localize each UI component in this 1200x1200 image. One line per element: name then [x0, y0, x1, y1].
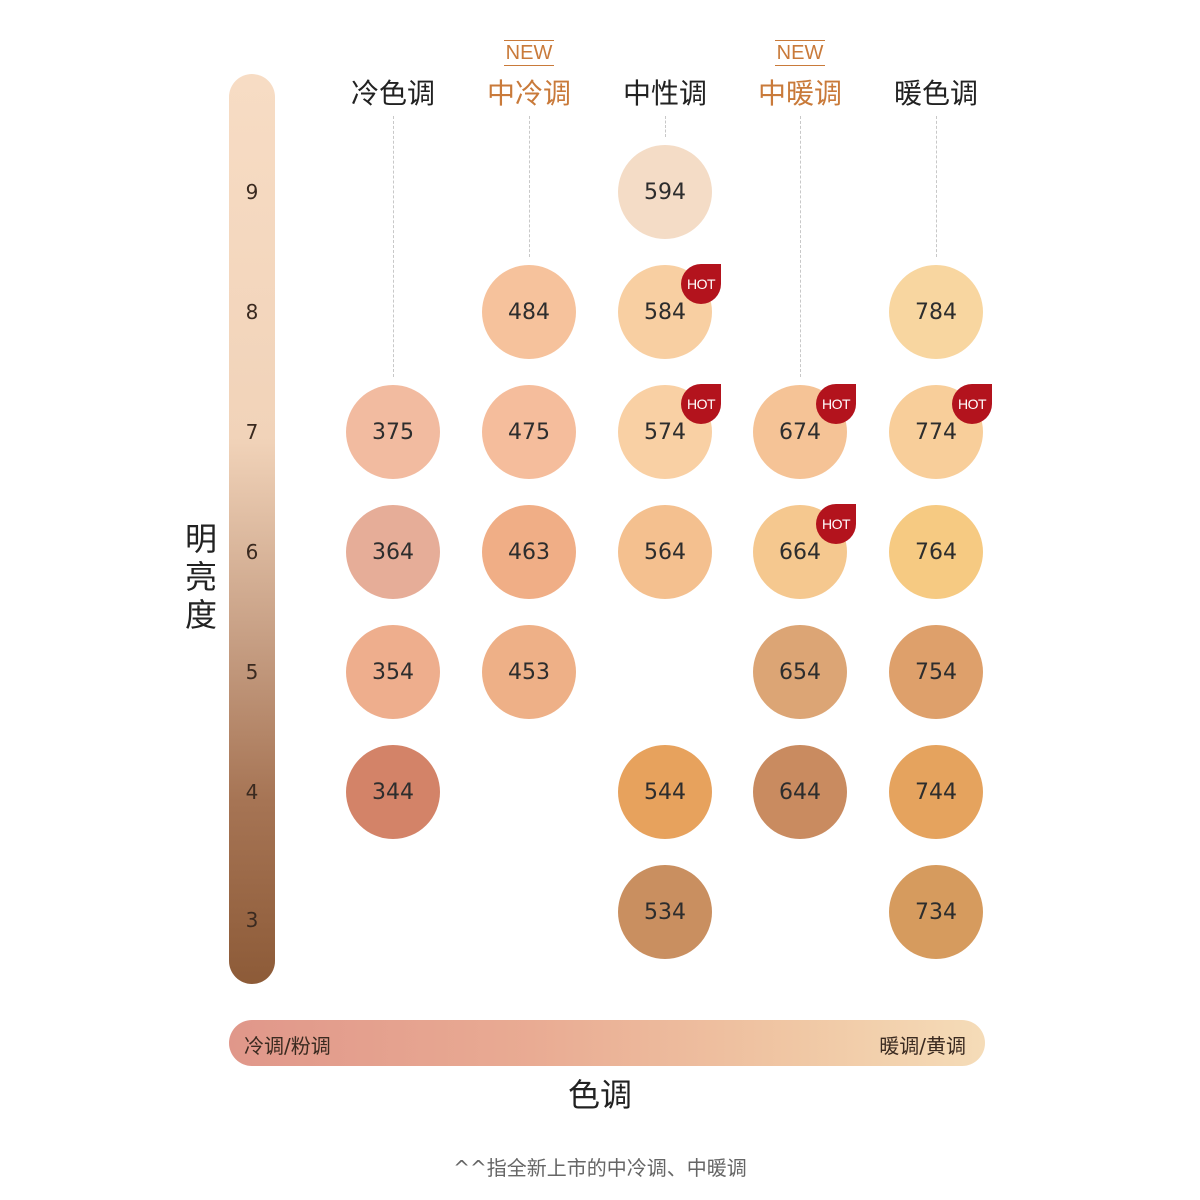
- shade-swatch: 344: [346, 745, 440, 839]
- shade-swatch: 453: [482, 625, 576, 719]
- new-tag: NEW: [774, 40, 826, 66]
- new-tag: NEW: [503, 40, 555, 66]
- shade-swatch: 754: [889, 625, 983, 719]
- shade-swatch: 544: [618, 745, 712, 839]
- column-guide-line: [936, 116, 937, 257]
- shade-swatch: 654: [753, 625, 847, 719]
- brightness-gradient-bar: [229, 74, 275, 984]
- tone-right-label: 暖调/黄调: [879, 1034, 966, 1058]
- shade-swatch: 594: [618, 145, 712, 239]
- brightness-level-label: 5: [245, 660, 259, 684]
- shade-swatch: 534: [618, 865, 712, 959]
- hot-badge: HOT: [816, 504, 856, 544]
- hot-badge: HOT: [681, 384, 721, 424]
- brightness-level-label: 8: [245, 300, 259, 324]
- brightness-level-label: 6: [245, 540, 259, 564]
- shade-swatch: 354: [346, 625, 440, 719]
- tone-left-label: 冷调/粉调: [244, 1034, 331, 1058]
- shade-swatch: 764: [889, 505, 983, 599]
- column-header: 中性调: [622, 77, 707, 110]
- column-guide-line: [800, 116, 801, 377]
- brightness-level-label: 4: [245, 780, 259, 804]
- column-guide-line: [529, 116, 530, 257]
- column-header: 中冷调: [486, 77, 571, 110]
- shade-swatch: 484: [482, 265, 576, 359]
- brightness-level-label: 3: [245, 908, 259, 932]
- shade-swatch: 564: [618, 505, 712, 599]
- shade-swatch: 784: [889, 265, 983, 359]
- shade-swatch: 364: [346, 505, 440, 599]
- hot-badge: HOT: [681, 264, 721, 304]
- column-guide-line: [393, 116, 394, 377]
- shade-swatch: 463: [482, 505, 576, 599]
- column-header: 中暖调: [757, 77, 842, 110]
- hot-badge: HOT: [952, 384, 992, 424]
- shade-swatch: 475: [482, 385, 576, 479]
- column-header: 暖色调: [893, 77, 978, 110]
- footnote: ^^指全新上市的中冷调、中暖调: [453, 1156, 747, 1180]
- y-axis-title: 明亮度: [184, 520, 217, 634]
- column-header: 冷色调: [350, 77, 435, 110]
- brightness-level-label: 7: [245, 420, 259, 444]
- shade-swatch: 744: [889, 745, 983, 839]
- x-axis-title: 色调: [567, 1076, 632, 1114]
- shade-swatch: 734: [889, 865, 983, 959]
- brightness-level-label: 9: [245, 180, 259, 204]
- hot-badge: HOT: [816, 384, 856, 424]
- column-guide-line: [665, 116, 666, 137]
- shade-swatch: 644: [753, 745, 847, 839]
- tone-gradient-bar: [229, 1020, 985, 1066]
- shade-swatch: 375: [346, 385, 440, 479]
